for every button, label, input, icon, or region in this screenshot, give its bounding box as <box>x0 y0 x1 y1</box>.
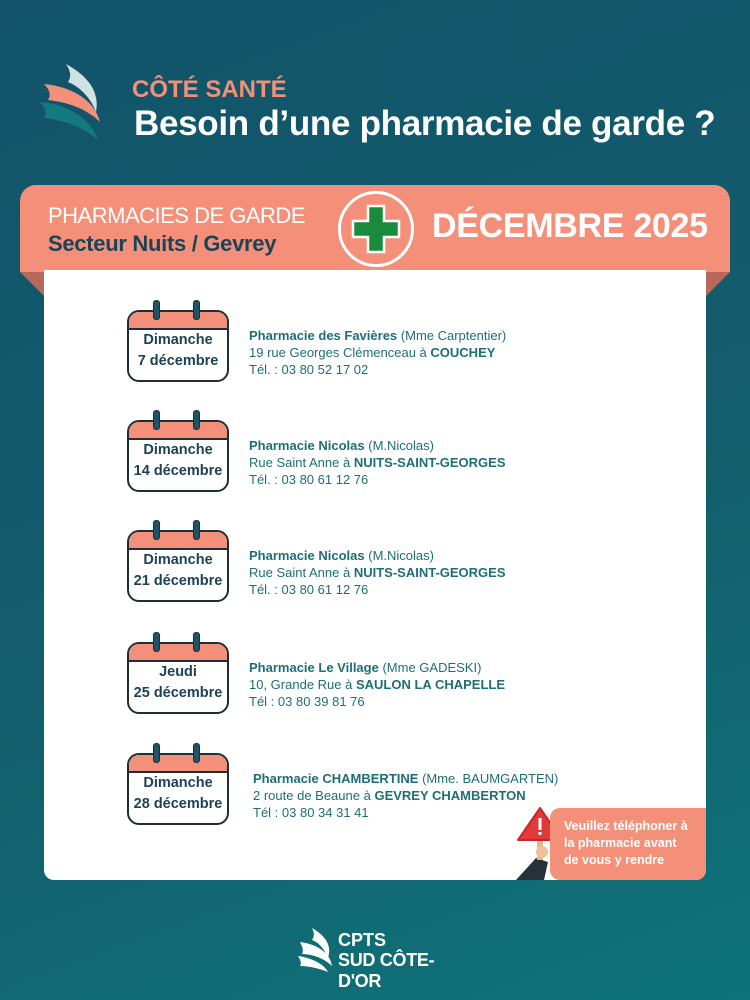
entry-day: Jeudi <box>159 664 197 680</box>
pharmacy-name: Pharmacie des Favières <box>249 328 398 343</box>
pharmacy-name: Pharmacie Nicolas <box>249 548 365 563</box>
pharmacist: (M.Nicolas) <box>368 438 434 453</box>
entry-day: Dimanche <box>143 332 213 348</box>
ribbon-fold-left <box>20 272 44 296</box>
phone: Tél : 03 80 34 31 41 <box>253 805 369 820</box>
address: 19 rue Georges Clémenceau à <box>249 345 427 360</box>
address: Rue Saint Anne à <box>249 565 351 580</box>
call-before-notice: Veuillez téléphoner à la pharmacie avant… <box>550 808 706 880</box>
page-title: Besoin d’une pharmacie de garde ? <box>134 104 716 143</box>
pharmacy-name: Pharmacie Le Village <box>249 660 379 675</box>
calendar-icon: Dimanche 7 décembre <box>127 300 229 382</box>
phone: Tél. : 03 80 61 12 76 <box>249 472 369 487</box>
address: 10, Grande Rue à <box>249 677 353 692</box>
entry-date: 25 décembre <box>133 685 223 701</box>
pharmacist: (Mme Carptentier) <box>400 328 507 343</box>
city: NUITS-SAINT-GEORGES <box>353 565 506 580</box>
phone: Tél. : 03 80 61 12 76 <box>249 582 369 597</box>
notice-line: la pharmacie avant <box>564 836 677 850</box>
cpts-logo: CPTS SUD CÔTE-D'OR <box>298 926 458 991</box>
footer-line2: SUD CÔTE-D'OR <box>338 950 435 991</box>
kicker: CÔTÉ SANTÉ <box>132 76 287 103</box>
schedule-card: Dimanche 7 décembre Pharmacie des Favière… <box>44 270 706 880</box>
city: COUCHEY <box>430 345 496 360</box>
pharmacy-info: Pharmacie Nicolas (M.Nicolas) Rue Saint … <box>249 437 506 488</box>
calendar-icon: Dimanche 21 décembre <box>127 520 229 602</box>
ribbon-fold-right <box>706 272 730 296</box>
pharmacy-cross-icon <box>338 191 414 267</box>
cpts-logo-icon <box>298 928 332 972</box>
phone: Tél : 03 80 39 81 76 <box>249 694 365 709</box>
city: SAULON LA CHAPELLE <box>355 677 506 692</box>
address: 2 route de Beaune à <box>253 788 371 803</box>
pharmacy-info: Pharmacie CHAMBERTINE (Mme. BAUMGARTEN) … <box>253 770 558 821</box>
footer-line1: CPTS <box>338 930 387 950</box>
entry-day: Dimanche <box>143 442 213 458</box>
address: Rue Saint Anne à <box>249 455 351 470</box>
banner: PHARMACIES DE GARDE Secteur Nuits / Gevr… <box>20 185 730 272</box>
entry-date: 7 décembre <box>137 353 219 369</box>
pharmacist: (Mme GADESKI) <box>382 660 482 675</box>
pharmacy-info: Pharmacie Nicolas (M.Nicolas) Rue Saint … <box>249 547 506 598</box>
entry-date: 14 décembre <box>133 463 223 479</box>
pharmacy-info: Pharmacie Le Village (Mme GADESKI) 10, G… <box>249 659 505 710</box>
banner-month: DÉCEMBRE 2025 <box>432 207 708 245</box>
entry-date: 28 décembre <box>133 796 223 812</box>
entry-day: Dimanche <box>143 775 213 791</box>
calendar-icon: Dimanche 14 décembre <box>127 410 229 492</box>
pharmacy-info: Pharmacie des Favières (Mme Carptentier)… <box>249 327 506 378</box>
entry-date: 21 décembre <box>133 573 223 589</box>
pharmacist: (Mme. BAUMGARTEN) <box>422 771 559 786</box>
entry-day: Dimanche <box>143 552 213 568</box>
city: GEVREY CHAMBERTON <box>374 788 526 803</box>
city: NUITS-SAINT-GEORGES <box>353 455 506 470</box>
calendar-icon: Jeudi 25 décembre <box>127 632 229 714</box>
calendar-icon: Dimanche 28 décembre <box>127 743 229 825</box>
phone: Tél. : 03 80 52 17 02 <box>249 362 369 377</box>
pharmacy-name: Pharmacie Nicolas <box>249 438 365 453</box>
banner-heading: PHARMACIES DE GARDE <box>48 203 306 228</box>
banner-sector: Secteur Nuits / Gevrey <box>48 231 277 256</box>
pharmacist: (M.Nicolas) <box>368 548 434 563</box>
pharmacy-name: Pharmacie CHAMBERTINE <box>253 771 419 786</box>
notice-line: de vous y rendre <box>564 853 665 867</box>
cote-sante-logo <box>40 64 100 140</box>
notice-line: Veuillez téléphoner à <box>564 819 688 833</box>
